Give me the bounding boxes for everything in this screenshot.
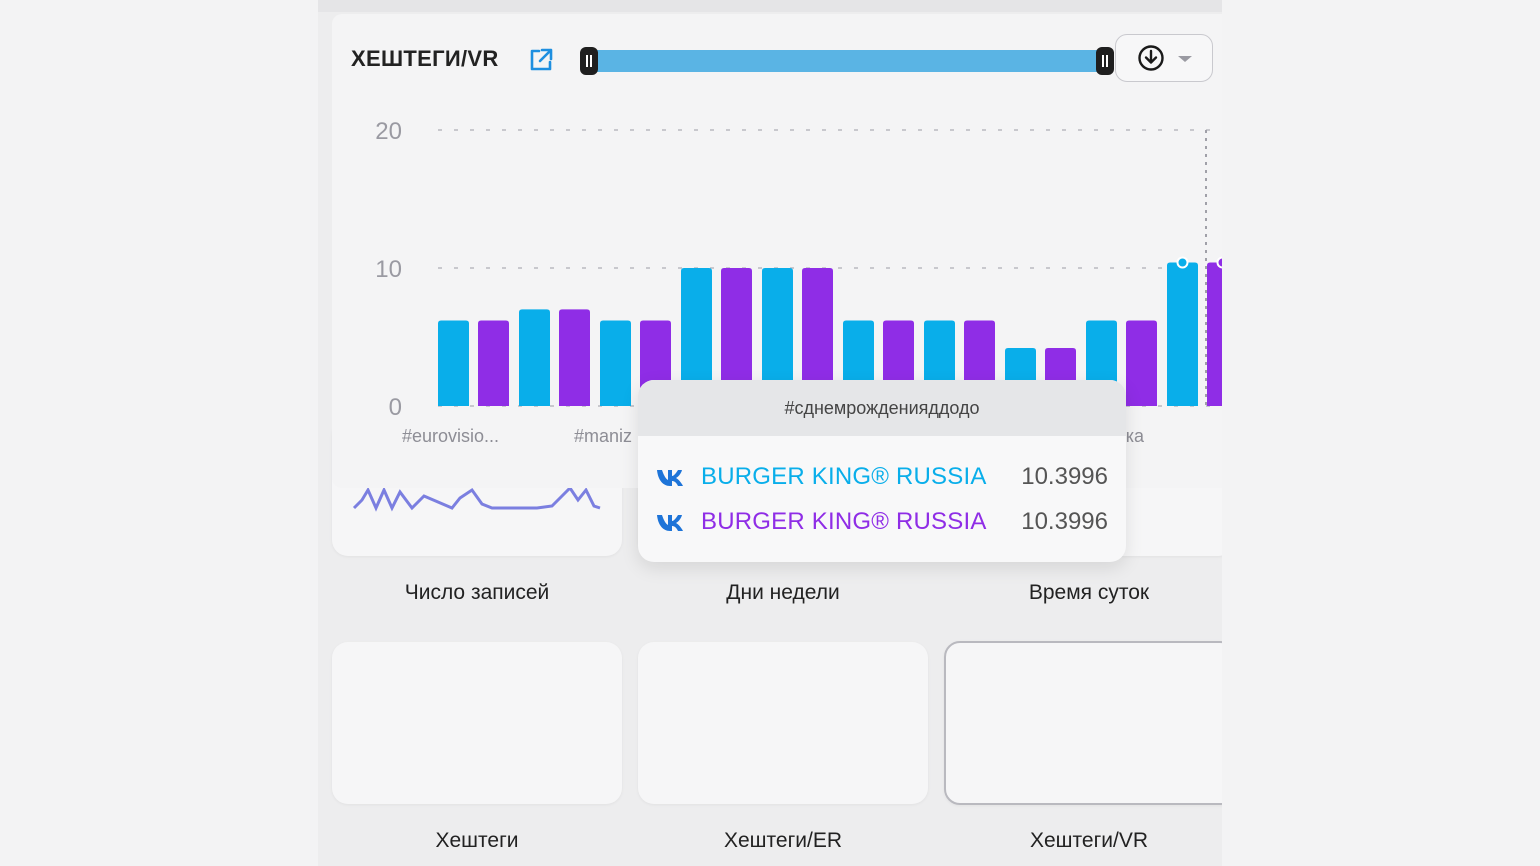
tooltip-series-name: BURGER KING® RUSSIA: [701, 508, 987, 535]
bar[interactable]: [1167, 262, 1198, 406]
mini-bar-chart-hashtags: [348, 662, 605, 790]
mini-card-hashtags-er[interactable]: [638, 642, 928, 804]
range-handle-end[interactable]: [1096, 47, 1114, 75]
bar[interactable]: [802, 268, 833, 406]
hover-point: [1176, 256, 1189, 269]
dashboard-panel: Число записей Дни недели Время суток Хеш…: [318, 0, 1222, 866]
tooltip-row: BURGER KING® RUSSIA 10.3996: [638, 457, 1126, 497]
mini-label-hashtags-er: Хештеги/ER: [724, 829, 842, 852]
download-icon: [1138, 45, 1164, 71]
range-slider[interactable]: [580, 46, 1114, 75]
x-tick-label: ка: [1126, 426, 1145, 446]
range-handle-start[interactable]: [580, 47, 598, 75]
mini-bar-chart-hashtags-er: [654, 662, 911, 790]
tooltip-series-name: BURGER KING® RUSSIA: [701, 463, 987, 490]
mini-label-weekdays: Дни недели: [726, 581, 840, 604]
y-tick-label: 0: [389, 394, 402, 421]
mini-label-hashtags-vr: Хештеги/VR: [1030, 829, 1148, 852]
chart-tooltip: #сднемрожденияддодо BURGER KING® RUSSIA …: [638, 380, 1126, 562]
sparkline-line: [352, 485, 601, 512]
range-slider-track[interactable]: [588, 50, 1106, 72]
bar[interactable]: [762, 268, 793, 406]
tooltip-title: #сднемрожденияддодо: [638, 380, 1126, 436]
y-tick-label: 20: [375, 118, 402, 145]
bar[interactable]: [438, 320, 469, 406]
hover-point: [1216, 256, 1222, 269]
bar[interactable]: [478, 320, 509, 406]
bar[interactable]: [721, 268, 752, 406]
tooltip-series-value: 10.3996: [1021, 463, 1108, 490]
chevron-down-icon: [1178, 56, 1192, 62]
bar[interactable]: [1126, 320, 1157, 406]
mini-card-hashtags[interactable]: [332, 642, 622, 804]
x-tick-label: #maniz: [574, 426, 632, 446]
bar[interactable]: [519, 309, 550, 406]
x-tick-label: #eurovisio...: [402, 426, 499, 446]
bar[interactable]: [559, 309, 590, 406]
download-menu-button[interactable]: [1115, 34, 1213, 82]
y-tick-label: 10: [375, 256, 402, 283]
bar[interactable]: [600, 320, 631, 406]
tooltip-row: BURGER KING® RUSSIA 10.3996: [638, 502, 1126, 542]
vk-icon: [657, 515, 683, 531]
mini-card-hashtags-vr[interactable]: [944, 641, 1222, 805]
external-link-icon[interactable]: [528, 47, 554, 73]
mini-label-posts-count: Число записей: [404, 581, 550, 604]
chart-title: ХЕШТЕГИ/VR: [351, 46, 499, 71]
bar[interactable]: [1207, 262, 1222, 406]
mini-label-time-of-day: Время суток: [1028, 581, 1150, 604]
tooltip-series-value: 10.3996: [1021, 508, 1108, 535]
mini-bar-chart-hashtags-vr: [962, 663, 1219, 791]
bar[interactable]: [681, 268, 712, 406]
mini-label-hashtags: Хештеги: [435, 829, 519, 852]
top-strip: [318, 0, 1222, 12]
vk-icon: [657, 470, 683, 486]
